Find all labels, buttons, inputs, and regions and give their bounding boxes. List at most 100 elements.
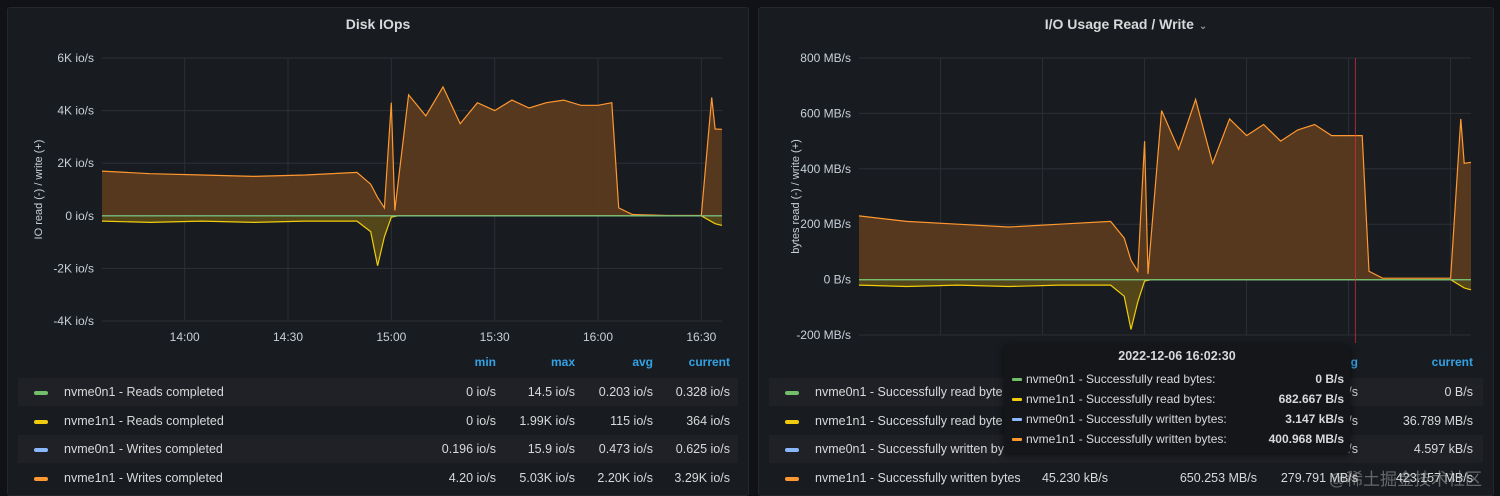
panel-title[interactable]: I/O Usage Read / Write ⌄: [759, 16, 1493, 32]
y-tick-label: 6K io/s: [57, 51, 94, 65]
legend-row[interactable]: nvme1n1 - Successfully read byte3/s36.78…: [769, 407, 1483, 435]
legend-row[interactable]: nvme1n1 - Successfully written bytes 45.2…: [769, 464, 1483, 492]
tooltip-series-name: nvme1n1 - Successfully read bytes:: [1026, 392, 1216, 406]
y-tick-label: 600 MB/s: [800, 106, 851, 120]
legend-value-max: 14.5 io/s: [527, 385, 575, 399]
legend-value-avg: 2.20K io/s: [597, 470, 653, 485]
legend-value-current: 4.597 kB/s: [1413, 442, 1473, 456]
legend-value-current: 364 io/s: [686, 413, 730, 428]
y-tick-label: 200 MB/s: [800, 217, 851, 231]
panel-title[interactable]: Disk IOps: [345, 16, 411, 32]
series-color-swatch[interactable]: [34, 391, 48, 395]
x-tick-label: 14:30: [273, 330, 303, 344]
series-name[interactable]: nvme0n1 - Successfully written by: [815, 442, 1004, 456]
y-tick-label: -200 MB/s: [796, 328, 851, 342]
legend-value-max: 650.253 MB/s: [1179, 470, 1257, 485]
legend-value-min: 0 io/s: [466, 413, 496, 428]
y-tick-label: 2K io/s: [57, 156, 94, 170]
tooltip-series-name: nvme0n1 - Successfully written bytes:: [1026, 412, 1227, 426]
legend-row[interactable]: nvme1n1 - Reads completed 0 io/s 1.99K io/…: [18, 407, 738, 435]
legend-value-max: 15.9 io/s: [527, 442, 575, 456]
series-line: [858, 97, 1472, 279]
y-tick-label: 400 MB/s: [800, 162, 851, 176]
series-name[interactable]: nvme1n1 - Writes completed: [64, 470, 223, 485]
y-tick-label: 0 B/s: [824, 273, 851, 287]
legend-value-current: 36.789 MB/s: [1402, 413, 1473, 428]
watermark: @稀土掘金技术社区: [1328, 470, 1482, 489]
legend-value-current: 423.157 MB/s: [1395, 470, 1473, 485]
legend-value-max: 1.99K io/s: [519, 413, 575, 428]
y-tick-label: -2K io/s: [53, 261, 94, 275]
legend-header-current[interactable]: current: [688, 355, 730, 369]
series-color-swatch[interactable]: [34, 419, 48, 424]
legend-value-current: 0.328 io/s: [675, 385, 730, 399]
y-tick-label: 800 MB/s: [800, 51, 851, 65]
legend-value-min: 45.230 kB/s: [1041, 470, 1108, 485]
series-color-swatch[interactable]: [785, 391, 799, 395]
x-tick-label: 16:00: [583, 330, 613, 344]
panel-title-text: I/O Usage Read / Write: [1044, 16, 1194, 32]
legend-header-avg[interactable]: avg: [632, 355, 653, 369]
tooltip-row: nvme0n1 - Successfully written bytes: 3.1…: [1012, 409, 1344, 429]
legend-value-current: 3.29K io/s: [674, 470, 730, 485]
legend-header-g[interactable]: g: [1350, 355, 1358, 369]
legend-row[interactable]: nvme1n1 - Writes completed 4.20 io/s 5.03K…: [18, 464, 738, 492]
legend-value-avg: 279.791 MB/s: [1280, 470, 1358, 485]
series-area: [102, 86, 722, 216]
series-name[interactable]: nvme0n1 - Successfully read byte: [815, 385, 1003, 399]
series-line: [101, 215, 723, 266]
legend-value-min: 0 io/s: [466, 385, 496, 399]
series-line: [858, 279, 1472, 330]
legend-value-max: 5.03K io/s: [519, 470, 575, 485]
x-tick-label: 15:30: [480, 330, 510, 344]
tooltip-series-value: 400.968 MB/s: [1268, 432, 1344, 446]
series-name[interactable]: nvme1n1 - Reads completed: [64, 413, 224, 428]
y-tick-label: 4K io/s: [57, 104, 94, 118]
io-usage-chart[interactable]: 800 MB/s 600 MB/s 400 MB/s 200 MB/s 0 B/s -20…: [759, 8, 1494, 358]
legend-header-max[interactable]: max: [550, 355, 575, 369]
legend-value-current: 0 B/s: [1444, 385, 1474, 399]
series-name[interactable]: nvme1n1 - Successfully read byte: [815, 413, 1003, 428]
hover-tooltip: 2022-12-06 16:02:30 nvme0n1 - Successful…: [1004, 345, 1350, 453]
disk-iops-chart[interactable]: 6K io/s 4K io/s 2K io/s 0 io/s -2K io/s -4K i…: [8, 8, 749, 358]
y-axis-label: bytes read (-) / write (+): [790, 139, 802, 254]
series-color-swatch: [1012, 378, 1022, 381]
series-color-swatch: [1012, 398, 1022, 401]
legend-header-min[interactable]: min: [474, 355, 496, 369]
tooltip-row: nvme1n1 - Successfully written bytes: 400…: [1012, 429, 1344, 449]
tooltip-series-name: nvme1n1 - Successfully written bytes:: [1026, 432, 1227, 446]
tooltip-timestamp: 2022-12-06 16:02:30: [1118, 349, 1236, 363]
chevron-down-icon[interactable]: ⌄: [1198, 21, 1208, 32]
series-color-swatch[interactable]: [785, 419, 799, 424]
series-area: [859, 279, 1471, 330]
series-color-swatch[interactable]: [785, 476, 799, 481]
legend-header-current[interactable]: current: [1431, 355, 1473, 369]
legend-value-avg: 0.203 io/s: [598, 385, 653, 399]
series-name[interactable]: nvme0n1 - Reads completed: [64, 385, 224, 399]
legend-value-avg: 115 io/s: [610, 413, 653, 428]
legend-value-current: 0.625 io/s: [675, 442, 730, 456]
disk-iops-panel: Disk IOps 6K io/s 4K io/s 2K io/s 0 io/s -2K…: [7, 7, 749, 496]
legend-row[interactable]: nvme0n1 - Reads completed 0 io/s 14.5 io/s…: [18, 378, 738, 406]
series-area: [859, 99, 1471, 280]
series-color-swatch[interactable]: [34, 448, 48, 452]
x-tick-label: 16:30: [686, 330, 716, 344]
y-tick-label: 0 io/s: [65, 209, 94, 223]
series-color-swatch: [1012, 418, 1022, 421]
legend-value-avg: 0.473 io/s: [598, 442, 653, 456]
y-tick-label: -4K io/s: [53, 314, 94, 328]
series-name[interactable]: nvme1n1 - Successfully written bytes: [815, 470, 1021, 485]
x-tick-label: 14:00: [170, 330, 200, 344]
series-color-swatch[interactable]: [785, 448, 799, 452]
legend-row[interactable]: nvme0n1 - Writes completed 0.196 io/s 15.9…: [18, 435, 738, 463]
series-color-swatch[interactable]: [34, 476, 48, 481]
tooltip-series-value: 0 B/s: [1315, 372, 1344, 386]
legend-value-min: 0.196 io/s: [441, 442, 496, 456]
y-axis-label: IO read (-) / write (+): [33, 140, 45, 240]
io-usage-panel: I/O Usage Read / Write ⌄ 800 MB/s 600 MB/s…: [758, 7, 1494, 496]
tooltip-series-value: 682.667 B/s: [1278, 392, 1344, 406]
x-tick-label: 15:00: [376, 330, 406, 344]
series-line: [101, 85, 723, 217]
tooltip-row: nvme1n1 - Successfully read bytes: 682.66…: [1012, 389, 1344, 409]
series-name[interactable]: nvme0n1 - Writes completed: [64, 442, 223, 456]
